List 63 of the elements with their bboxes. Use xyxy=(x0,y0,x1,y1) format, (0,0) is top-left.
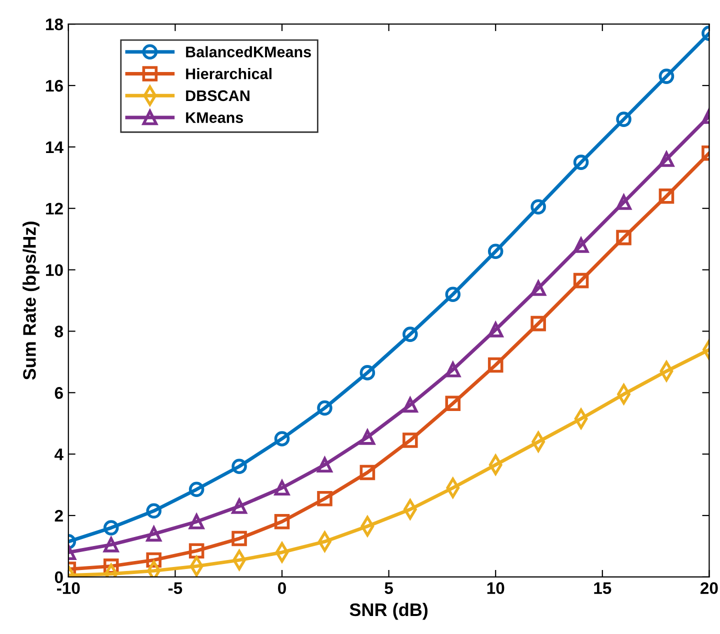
point xyxy=(488,322,504,338)
point xyxy=(232,530,247,546)
x-tick-label: 10 xyxy=(487,582,504,594)
point xyxy=(530,316,546,332)
point xyxy=(103,537,119,552)
point xyxy=(488,244,504,260)
point xyxy=(658,188,674,204)
y-tick-label: 4 xyxy=(54,448,64,460)
point xyxy=(573,272,589,288)
point xyxy=(530,199,546,214)
legend-label: BalancedKMeans xyxy=(186,46,311,58)
x-tick-label: -5 xyxy=(168,582,182,594)
point xyxy=(488,357,504,373)
y-tick-label: 10 xyxy=(46,264,63,276)
y-tick-label: 8 xyxy=(54,326,64,338)
point xyxy=(658,152,674,167)
point xyxy=(616,230,632,246)
point xyxy=(232,498,247,514)
point xyxy=(402,397,418,413)
x-tick-label: 20 xyxy=(700,582,718,594)
point xyxy=(445,362,461,378)
point xyxy=(317,457,332,472)
x-tick-label: 0 xyxy=(278,582,286,594)
x-tick-label: -10 xyxy=(57,582,80,594)
point xyxy=(445,396,461,412)
x-tick-label: 15 xyxy=(594,582,612,594)
point xyxy=(188,482,204,498)
point xyxy=(573,238,589,253)
legend-label: KMeans xyxy=(186,112,244,123)
legend-label: Hierarchical xyxy=(186,68,272,80)
point xyxy=(274,431,290,446)
y-tick-label: 16 xyxy=(46,80,63,92)
point xyxy=(317,400,332,416)
point xyxy=(103,520,119,536)
legend-label: DBSCAN xyxy=(186,90,250,102)
point xyxy=(360,464,376,480)
y-tick-label: 0 xyxy=(54,571,63,584)
point xyxy=(402,326,418,342)
x-axis-title: SNR (dB) xyxy=(350,602,428,620)
point xyxy=(188,543,204,558)
point xyxy=(188,514,204,530)
point xyxy=(616,194,632,210)
point xyxy=(658,68,674,84)
y-tick-label: 2 xyxy=(54,510,63,522)
point xyxy=(530,280,546,296)
point xyxy=(146,503,162,519)
y-tick-label: 14 xyxy=(46,142,64,153)
y-tick-label: 12 xyxy=(46,202,63,214)
x-tick-label: 5 xyxy=(384,582,393,594)
point xyxy=(274,514,290,530)
point xyxy=(445,286,461,302)
point xyxy=(616,112,632,127)
point xyxy=(274,480,290,496)
point xyxy=(146,526,162,542)
point xyxy=(573,154,589,170)
point xyxy=(317,490,332,506)
point xyxy=(360,365,376,380)
point xyxy=(360,430,376,445)
y-tick-label: 18 xyxy=(46,18,64,30)
y-tick-label: 6 xyxy=(54,387,63,399)
point xyxy=(402,432,418,448)
y-axis-title: Sum Rate (bps/Hz) xyxy=(22,222,40,380)
point xyxy=(232,458,247,474)
